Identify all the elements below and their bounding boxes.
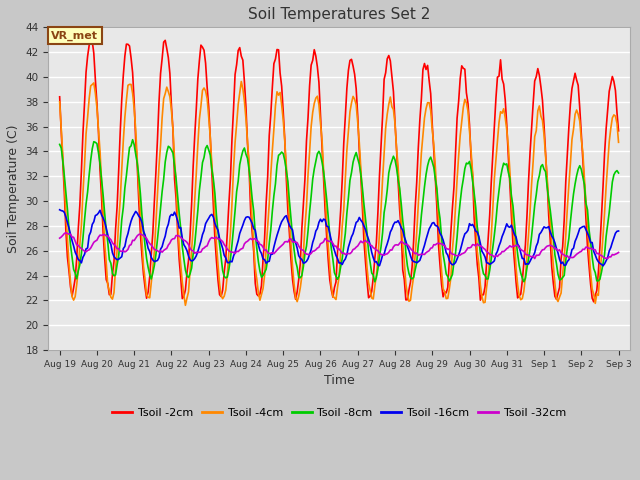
Tsoil -4cm [56,99,63,105]
Tsoil -2cm [614,128,622,134]
Tsoil -8cm [56,142,63,147]
Tsoil -4cm [550,263,557,268]
Tsoil -4cm [160,96,168,102]
Tsoil -8cm [614,170,622,176]
Tsoil -8cm [129,137,136,143]
Line: Tsoil -16cm: Tsoil -16cm [60,210,618,266]
Tsoil -8cm [377,244,385,250]
Tsoil -32cm [376,251,383,256]
Tsoil -8cm [550,234,557,240]
Tsoil -2cm [548,264,556,270]
Tsoil -4cm [614,139,622,145]
Tsoil -4cm [71,294,79,300]
Tsoil -32cm [550,244,557,250]
Tsoil -2cm [394,178,402,183]
Tsoil -4cm [377,206,385,212]
Tsoil -32cm [394,242,402,248]
Tsoil -4cm [182,302,189,308]
Tsoil -8cm [396,185,403,191]
Tsoil -32cm [56,235,63,241]
Tsoil -2cm [590,299,598,305]
Tsoil -16cm [374,262,381,268]
Tsoil -4cm [408,285,416,290]
Tsoil -2cm [161,37,169,43]
Line: Tsoil -2cm: Tsoil -2cm [60,30,618,302]
Tsoil -32cm [62,230,70,236]
Tsoil -2cm [376,173,383,179]
Tsoil -16cm [71,249,79,255]
Tsoil -8cm [161,159,169,165]
Tsoil -16cm [599,263,607,269]
Title: Soil Temperatures Set 2: Soil Temperatures Set 2 [248,7,430,22]
Line: Tsoil -4cm: Tsoil -4cm [60,82,618,305]
Tsoil -2cm [87,27,95,33]
Legend: Tsoil -2cm, Tsoil -4cm, Tsoil -8cm, Tsoil -16cm, Tsoil -32cm: Tsoil -2cm, Tsoil -4cm, Tsoil -8cm, Tsoi… [108,404,570,423]
Text: VR_met: VR_met [51,31,99,41]
Line: Tsoil -8cm: Tsoil -8cm [60,140,618,282]
Tsoil -16cm [56,207,63,213]
Tsoil -32cm [161,246,169,252]
X-axis label: Time: Time [324,374,355,387]
Tsoil -16cm [405,248,413,253]
Tsoil -32cm [614,250,622,255]
Tsoil -8cm [71,270,79,276]
Tsoil -2cm [56,94,63,100]
Y-axis label: Soil Temperature (C): Soil Temperature (C) [7,124,20,253]
Tsoil -32cm [531,256,538,262]
Tsoil -16cm [160,238,168,244]
Tsoil -4cm [396,191,403,197]
Tsoil -8cm [371,279,379,285]
Tsoil -16cm [393,219,401,225]
Tsoil -32cm [73,242,81,248]
Tsoil -2cm [71,276,79,281]
Tsoil -32cm [406,246,414,252]
Tsoil -4cm [237,79,245,84]
Line: Tsoil -32cm: Tsoil -32cm [60,233,618,259]
Tsoil -16cm [614,228,622,234]
Tsoil -8cm [408,276,416,282]
Tsoil -2cm [406,279,414,285]
Tsoil -16cm [547,229,554,235]
